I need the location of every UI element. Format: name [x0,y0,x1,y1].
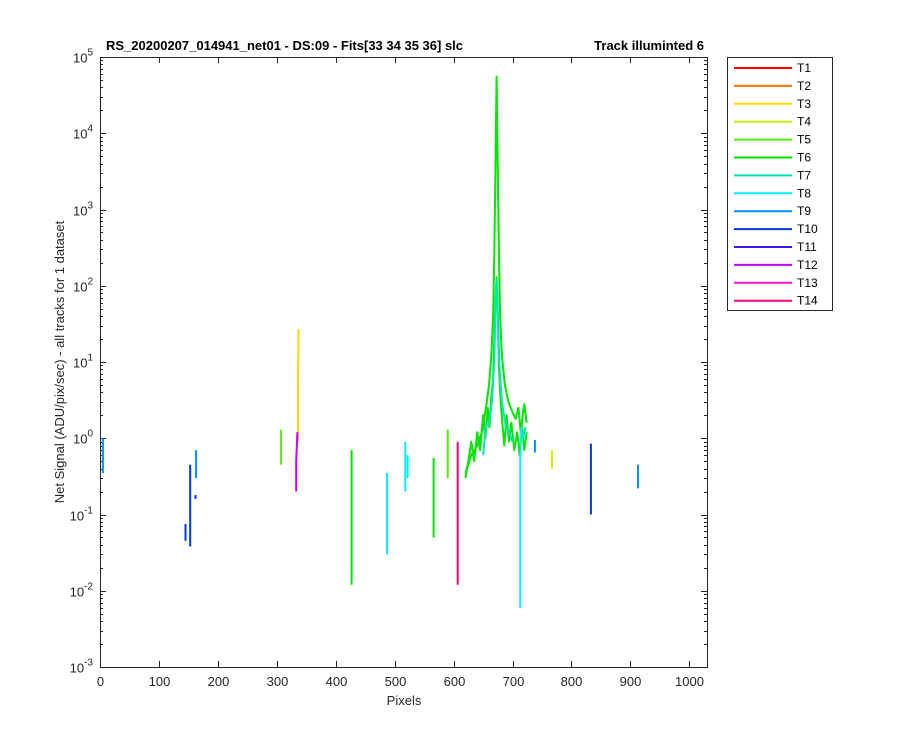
y-tick-exponent: 5 [87,48,93,59]
series-line-t8 [519,427,523,608]
y-tick-exponent: 1 [87,353,93,364]
legend-label: T5 [797,133,811,147]
series-line-t3 [297,329,300,442]
series-line-t6 [464,75,528,474]
y-tick-label: 10-2 [70,582,94,600]
legend-label: T1 [797,61,811,75]
x-tick-label: 500 [385,674,407,689]
y-tick-base: 10 [73,51,87,66]
legend-label: T14 [797,294,818,308]
y-tick-exponent: 0 [87,429,93,440]
y-axis-label: Net Signal (ADU/pix/sec) - all tracks fo… [52,220,67,503]
x-tick-label: 300 [267,674,289,689]
legend-label: T3 [797,97,811,111]
series-line-t6 [464,276,528,479]
legend-box [727,57,833,311]
x-tick-label: 0 [97,674,104,689]
x-tick-labels: 0 100 200 300 400 500 600 700 800 900 1000 [97,674,704,689]
y-tick-label: 10-3 [70,658,94,676]
y-tick-base: 10 [73,204,87,219]
series-line-t7 [482,278,514,456]
series-line-t7 [521,426,527,440]
y-tick-base: 10 [73,280,87,295]
x-tick-label: 100 [149,674,171,689]
y-tick-label: 105 [73,48,93,66]
y-tick-base: 10 [73,356,87,371]
legend-label: T13 [797,276,818,290]
y-tick-label: 102 [73,277,93,295]
x-tick-label: 700 [503,674,525,689]
y-tick-exponent: 2 [87,277,93,288]
series-lines [101,75,639,608]
y-tick-exponent: -1 [84,506,93,517]
axis-ticks [100,57,707,668]
y-tick-base: 10 [73,127,87,142]
y-tick-base: 10 [70,661,84,676]
y-tick-label: 100 [73,429,93,447]
y-tick-label: 10-1 [70,506,94,524]
legend-label: T9 [797,204,811,218]
legend-label: T4 [797,115,811,129]
series-line-t12 [295,432,299,492]
plot-area [100,57,708,668]
y-tick-base: 10 [73,432,87,447]
x-tick-label: 800 [561,674,583,689]
y-tick-exponent: -3 [84,658,93,669]
y-tick-base: 10 [70,509,84,524]
chart-title-right: Track illuminted 6 [594,38,704,53]
legend-label: T10 [797,222,818,236]
x-tick-label: 200 [208,674,230,689]
chart-title: RS_20200207_014941_net01 - DS:09 - Fits[… [106,38,463,53]
legend-label: T8 [797,186,811,200]
x-tick-label: 600 [444,674,466,689]
legend: T1 T2 T3 T4 T5 T6 T7 T8 T9 T10 T11 T12 T13 T14 [727,57,833,311]
y-tick-label: 104 [73,124,93,142]
y-tick-label: 103 [73,201,93,219]
x-tick-label: 900 [620,674,642,689]
y-tick-exponent: -2 [84,582,93,593]
x-tick-label: 400 [326,674,348,689]
y-tick-label: 101 [73,353,93,371]
legend-label: T7 [797,168,811,182]
legend-label: T2 [797,79,811,93]
legend-label: T11 [797,240,817,254]
y-tick-base: 10 [70,585,84,600]
x-axis-label: Pixels [387,693,422,708]
y-tick-exponent: 4 [87,124,93,135]
x-tick-label: 1000 [675,674,704,689]
y-tick-exponent: 3 [87,201,93,212]
legend-label: T12 [797,258,818,272]
legend-label: T6 [797,151,811,165]
